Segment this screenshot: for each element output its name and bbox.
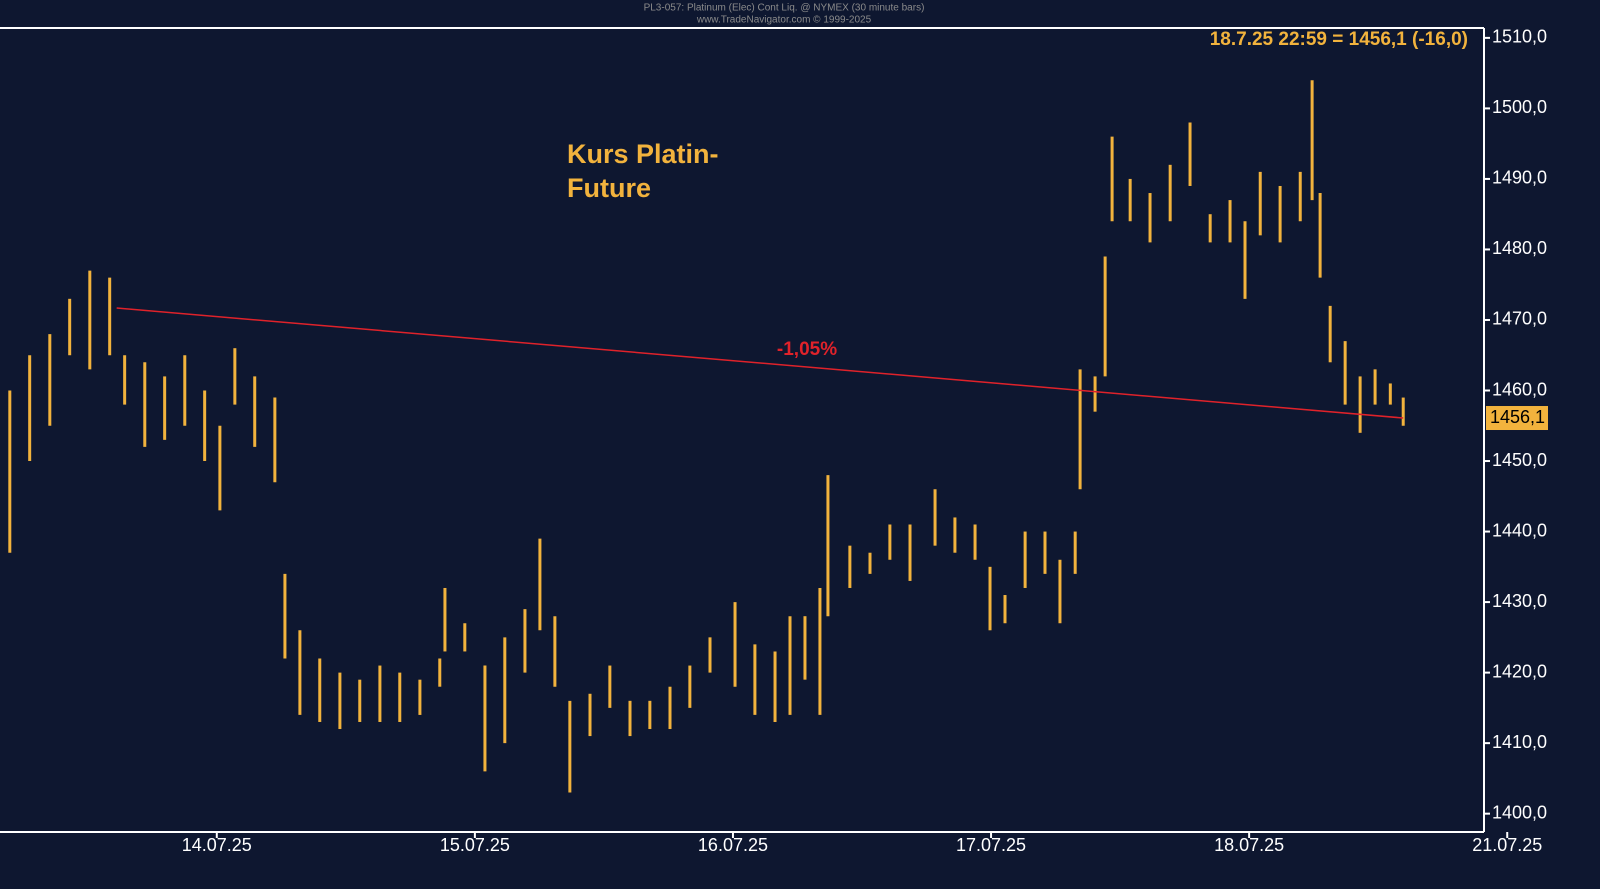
trend-label: -1,05% [777, 339, 837, 360]
y-tick-label: 1510,0 [1492, 27, 1547, 47]
trend-line [116, 307, 1404, 419]
y-tick-label: 1420,0 [1492, 661, 1547, 681]
y-tick-label: 1500,0 [1492, 97, 1547, 117]
y-tick-label: 1470,0 [1492, 309, 1547, 329]
chart-title: PL3-057: Platinum (Elec) Cont Liq. @ NYM… [644, 3, 925, 14]
y-tick-label: 1480,0 [1492, 238, 1547, 258]
last-price-box [1486, 406, 1548, 431]
x-tick-label: 18.07.25 [1214, 835, 1284, 855]
last-quote: 18.7.25 22:59 = 1456,1 (-16,0) [1210, 29, 1468, 50]
annotation-line: Future [567, 173, 651, 203]
y-tick-label: 1450,0 [1492, 450, 1547, 470]
x-tick-label: 21.07.25 [1472, 835, 1542, 855]
y-tick-label: 1460,0 [1492, 379, 1547, 399]
chart-subtitle: www.TradeNavigator.com © 1999-2025 [696, 15, 872, 26]
x-tick-label: 17.07.25 [956, 835, 1026, 855]
y-tick-label: 1410,0 [1492, 732, 1547, 752]
y-tick-label: 1490,0 [1492, 168, 1547, 188]
x-tick-label: 15.07.25 [440, 835, 510, 855]
x-tick-label: 14.07.25 [182, 835, 252, 855]
y-tick-label: 1440,0 [1492, 520, 1547, 540]
annotation: Kurs Platin- Future [567, 139, 719, 203]
last-price-label: 1456,1 [1490, 407, 1545, 427]
y-tick-label: 1430,0 [1492, 591, 1547, 611]
y-tick-label: 1400,0 [1492, 802, 1547, 822]
annotation-line: Kurs Platin- [567, 139, 719, 169]
x-tick-label: 16.07.25 [698, 835, 768, 855]
